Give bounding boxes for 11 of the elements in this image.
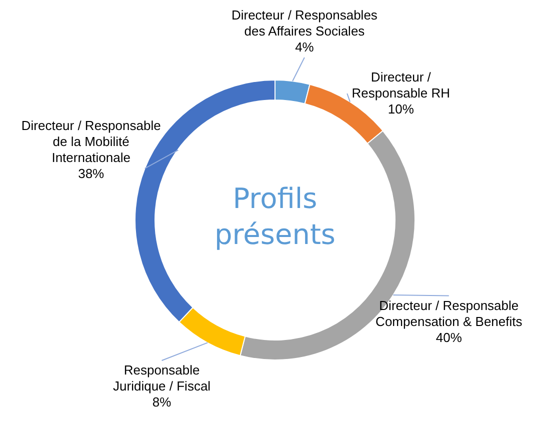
slice-label: Directeur / Responsable de la Mobilité Internationale [21,118,161,166]
data-label: 10% [388,102,414,116]
slice-label: Directeur / Responsable RH [352,70,450,100]
slice-label: Directeur / Responsable Compensation & Benefits [376,298,523,329]
data-label: 40% [436,330,462,345]
data-label: 8% [152,394,172,410]
data-label: 38% [78,166,105,182]
data-label: 4% [295,40,314,54]
slice-label: Responsable Juridique / Fiscal [113,362,211,394]
slice-label: Directeur / Responsables des Affaires Sociales [231,8,378,38]
text: Profils présents [214,182,336,251]
